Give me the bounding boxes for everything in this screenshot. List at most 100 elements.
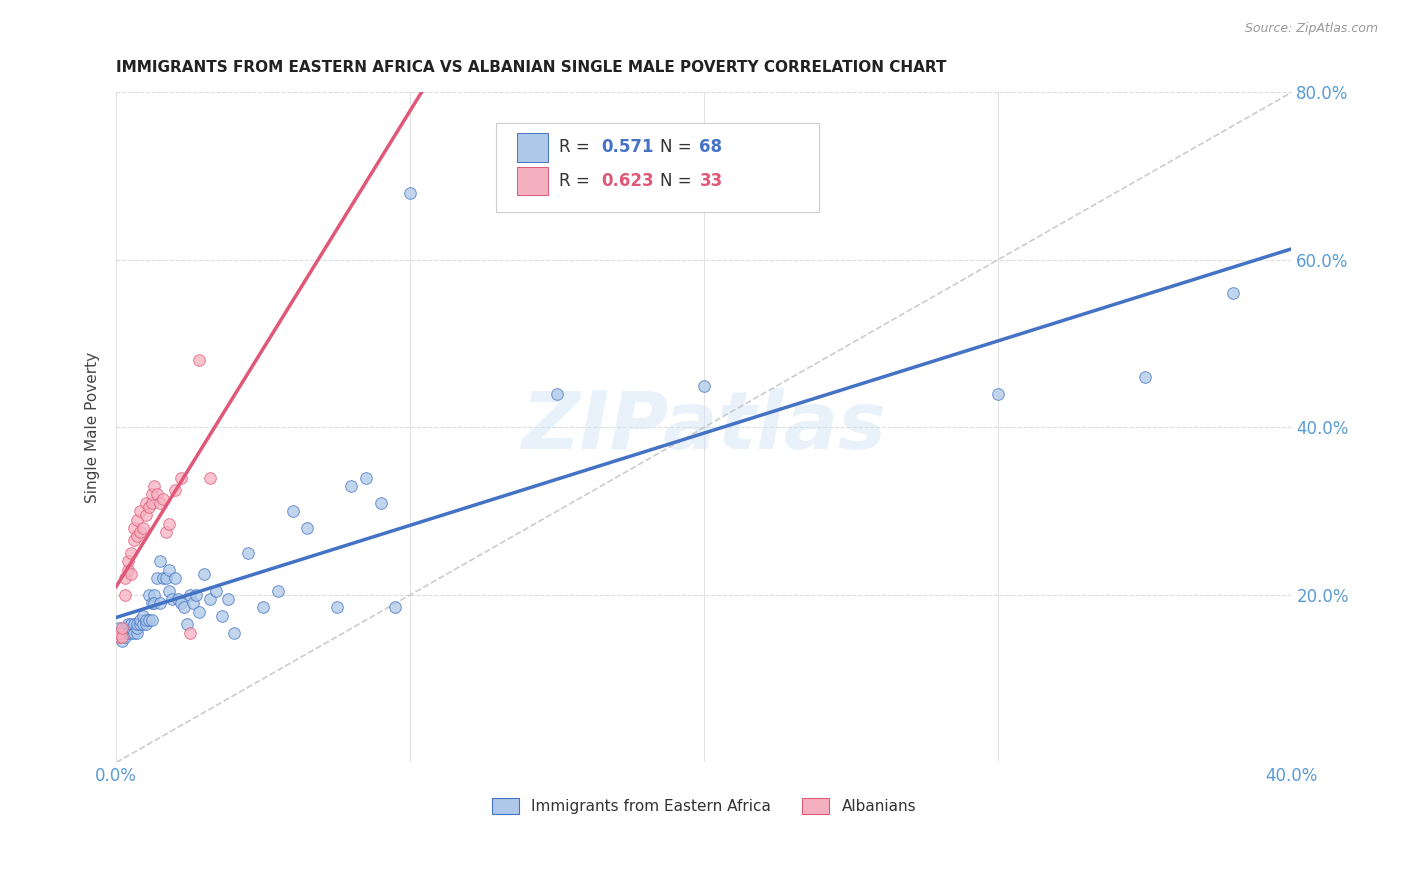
Point xyxy=(128,613,150,627)
Point xyxy=(325,600,347,615)
Point xyxy=(141,596,163,610)
Point xyxy=(149,596,172,610)
Point xyxy=(163,571,186,585)
Point xyxy=(217,592,239,607)
Point xyxy=(135,508,157,523)
Point xyxy=(117,625,139,640)
Point xyxy=(141,487,163,501)
Text: 0.623: 0.623 xyxy=(602,172,654,190)
Point xyxy=(340,479,363,493)
Point xyxy=(114,630,136,644)
Point xyxy=(120,617,142,632)
Point xyxy=(120,622,142,636)
Point xyxy=(132,521,155,535)
Point xyxy=(114,622,136,636)
Point xyxy=(128,617,150,632)
Point xyxy=(111,630,134,644)
Point xyxy=(252,600,274,615)
Bar xyxy=(517,167,548,195)
Point xyxy=(120,546,142,560)
Point xyxy=(157,516,180,531)
Point xyxy=(163,483,186,498)
Point xyxy=(200,471,222,485)
Point xyxy=(146,571,169,585)
Point xyxy=(181,596,204,610)
Point xyxy=(149,554,172,568)
Point xyxy=(125,625,148,640)
Point xyxy=(120,566,142,581)
Point xyxy=(193,566,215,581)
Point xyxy=(399,186,422,200)
Point xyxy=(354,471,377,485)
Point xyxy=(114,588,136,602)
FancyBboxPatch shape xyxy=(495,123,818,212)
Point xyxy=(135,496,157,510)
Point xyxy=(114,625,136,640)
Text: N =: N = xyxy=(661,172,697,190)
Point xyxy=(200,592,222,607)
Text: ZIPatlas: ZIPatlas xyxy=(522,388,886,467)
Point xyxy=(267,583,290,598)
Point xyxy=(152,571,174,585)
Text: IMMIGRANTS FROM EASTERN AFRICA VS ALBANIAN SINGLE MALE POVERTY CORRELATION CHART: IMMIGRANTS FROM EASTERN AFRICA VS ALBANI… xyxy=(117,60,946,75)
Point xyxy=(111,634,134,648)
Point xyxy=(128,504,150,518)
Point xyxy=(135,613,157,627)
Point xyxy=(108,630,131,644)
Point xyxy=(211,608,233,623)
Point xyxy=(205,583,228,598)
Point xyxy=(370,496,392,510)
Point xyxy=(122,533,145,548)
Point xyxy=(108,630,131,644)
Point xyxy=(1222,286,1244,301)
Point xyxy=(167,592,190,607)
Point xyxy=(160,592,183,607)
Point xyxy=(176,617,198,632)
Point xyxy=(132,608,155,623)
Bar xyxy=(517,133,548,161)
Point xyxy=(141,613,163,627)
Point xyxy=(987,387,1010,401)
Point xyxy=(138,613,160,627)
Text: 68: 68 xyxy=(699,138,723,156)
Point xyxy=(693,378,716,392)
Point xyxy=(117,554,139,568)
Point xyxy=(238,546,260,560)
Y-axis label: Single Male Poverty: Single Male Poverty xyxy=(86,351,100,503)
Point xyxy=(187,605,209,619)
Text: 0.571: 0.571 xyxy=(602,138,654,156)
Point xyxy=(546,387,568,401)
Text: 33: 33 xyxy=(699,172,723,190)
Point xyxy=(111,625,134,640)
Point xyxy=(122,521,145,535)
Point xyxy=(281,504,304,518)
Text: R =: R = xyxy=(560,138,595,156)
Point xyxy=(122,617,145,632)
Point xyxy=(143,479,166,493)
Point xyxy=(187,353,209,368)
Point xyxy=(122,625,145,640)
Legend: Immigrants from Eastern Africa, Albanians: Immigrants from Eastern Africa, Albanian… xyxy=(484,790,924,822)
Point xyxy=(222,625,245,640)
Point xyxy=(146,487,169,501)
Point xyxy=(155,571,177,585)
Point xyxy=(138,588,160,602)
Point xyxy=(155,525,177,540)
Point xyxy=(117,617,139,632)
Point xyxy=(120,625,142,640)
Point xyxy=(125,622,148,636)
Text: Source: ZipAtlas.com: Source: ZipAtlas.com xyxy=(1244,22,1378,36)
Point xyxy=(138,500,160,514)
Point xyxy=(125,512,148,526)
Point xyxy=(297,521,319,535)
Point xyxy=(143,596,166,610)
Point xyxy=(184,588,207,602)
Point xyxy=(135,617,157,632)
Point xyxy=(179,588,201,602)
Point xyxy=(108,625,131,640)
Point xyxy=(384,600,406,615)
Point xyxy=(170,596,193,610)
Point xyxy=(141,496,163,510)
Point xyxy=(170,471,193,485)
Text: R =: R = xyxy=(560,172,595,190)
